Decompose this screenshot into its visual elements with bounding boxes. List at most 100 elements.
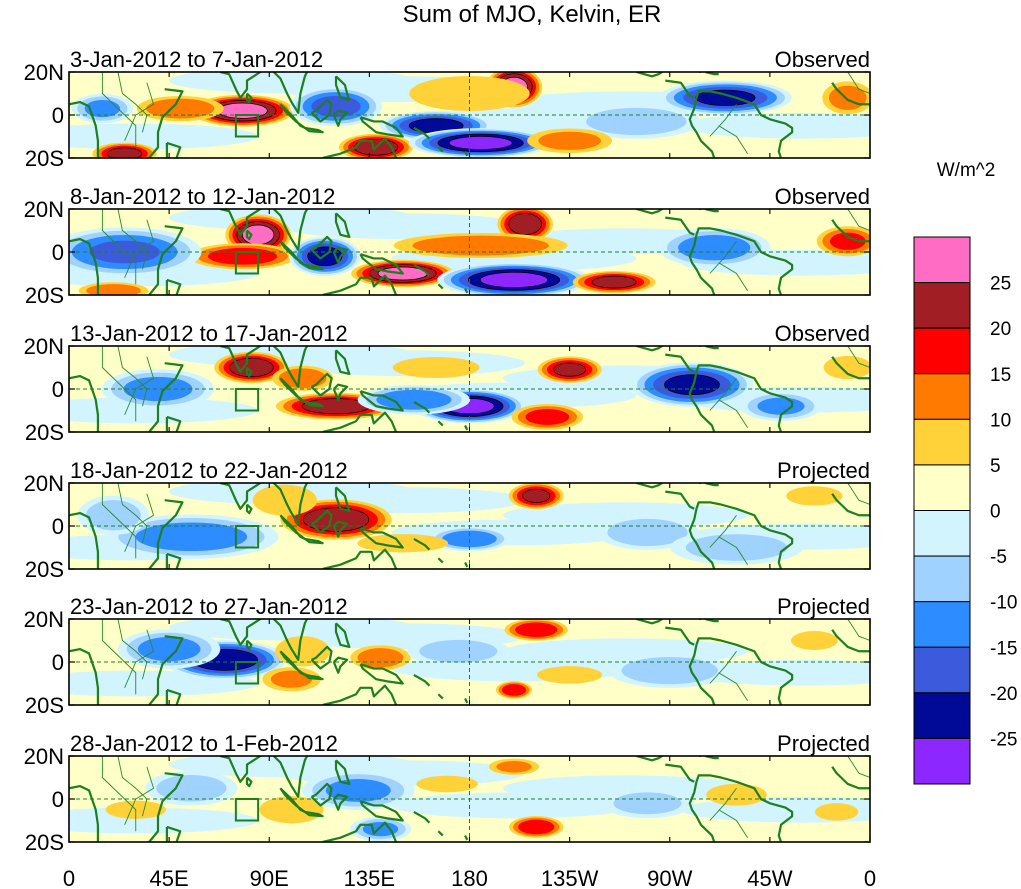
coastline [245, 229, 253, 241]
panel-date-range: 18-Jan-2012 to 22-Jan-2012 [70, 458, 348, 483]
colorbar-tick-label: 10 [990, 410, 1011, 431]
colorbar-tick-label: 20 [990, 319, 1011, 340]
coastline [322, 684, 398, 705]
anomaly-contour [553, 362, 586, 377]
anomaly-contour [508, 213, 542, 235]
coastline [165, 415, 182, 432]
country-border [117, 756, 148, 817]
panel-date-range: 28-Jan-2012 to 1-Feb-2012 [70, 731, 338, 756]
coastline [831, 629, 870, 653]
country-border [847, 209, 870, 231]
country-border [117, 619, 148, 680]
coastline [322, 821, 398, 842]
colorbar: W/m^2 25 20 15 10 5 0 -5 -10 -15 -20 -25 [913, 160, 1017, 785]
coastline [322, 274, 398, 295]
panel: 20N 0 20S 3-Jan-2012 to 7-Jan-2012 Observed [24, 47, 871, 171]
coastline [636, 619, 664, 625]
weak-anomaly [69, 397, 259, 424]
weak-anomaly [69, 123, 259, 150]
coastline [665, 763, 695, 783]
coastline [665, 490, 695, 510]
country-border [117, 72, 148, 133]
coastline [304, 673, 324, 681]
coastline [413, 400, 431, 414]
coastline [272, 209, 309, 251]
panel-date-range: 3-Jan-2012 to 7-Jan-2012 [70, 47, 323, 72]
coastline [359, 390, 404, 412]
coastline [359, 253, 404, 275]
anomaly-contour [814, 803, 859, 821]
anomaly-contour [448, 136, 513, 150]
anomaly-contour [518, 819, 555, 835]
anomaly-contour [416, 775, 478, 793]
anomaly-contour [515, 622, 558, 638]
country-border [124, 82, 155, 141]
coastlines [69, 619, 870, 705]
x-tick-label: 0 [63, 866, 75, 889]
coastline [148, 225, 184, 295]
y-tick-label: 0 [52, 377, 64, 402]
coastline [332, 109, 349, 127]
anomaly-contour [537, 666, 603, 684]
anomaly-contour [392, 357, 480, 378]
coastline [69, 784, 100, 842]
coastline [636, 209, 664, 215]
colorbar-swatch [913, 555, 971, 603]
coastline [636, 483, 664, 489]
anomaly-contour [790, 631, 838, 650]
country-border [847, 346, 870, 368]
x-tick-label: 45E [150, 866, 189, 889]
panel-status: Projected [777, 731, 870, 756]
country-border [117, 209, 148, 270]
x-tick-label: 135E [344, 866, 395, 889]
anomaly-contour [107, 147, 143, 158]
anomaly-contour [706, 783, 767, 806]
coastline [413, 810, 431, 824]
coastline [831, 766, 870, 790]
coastline [437, 557, 444, 564]
anomaly-contour [442, 530, 497, 548]
coastline [220, 346, 264, 373]
x-tick-label: 135W [541, 866, 599, 889]
anomaly-contour [135, 522, 248, 552]
colorbar-tick-label: -10 [990, 593, 1017, 614]
coastline [332, 656, 349, 674]
coastline [695, 227, 794, 295]
coastline [695, 774, 794, 842]
anomaly-contour [270, 670, 313, 688]
anomaly-contour [621, 657, 718, 685]
anomaly-contour [522, 488, 551, 503]
coastline [165, 825, 182, 842]
panel: 20N 0 20S 28-Jan-2012 to 1-Feb-2012 Projecte… [24, 731, 871, 855]
coastline [304, 126, 324, 134]
y-tick-label: 0 [52, 240, 64, 265]
anomaly-contour [829, 232, 866, 250]
coastline [310, 509, 333, 534]
country-border [117, 483, 148, 544]
colorbar-swatch [913, 373, 971, 420]
country-border [718, 262, 749, 291]
coastline [245, 92, 253, 104]
colorbar-tick-label: -25 [990, 729, 1017, 750]
colorbar-tick-label: 5 [990, 456, 1001, 477]
coastline [464, 288, 469, 294]
anomaly-contour [207, 247, 278, 265]
country-border [709, 103, 737, 137]
y-tick-label: 20N [24, 471, 64, 496]
country-border [124, 766, 155, 825]
coastline [413, 537, 431, 551]
y-tick-label: 20S [25, 830, 64, 855]
y-tick-label: 0 [52, 787, 64, 812]
anomaly-contour [357, 534, 449, 553]
colorbar-units-label: W/m^2 [937, 160, 996, 181]
anomaly-contour [525, 409, 570, 425]
coastline [245, 503, 253, 515]
coastline [437, 420, 444, 427]
colorbar-tick-label: -20 [990, 684, 1017, 705]
colorbar-swatch [913, 692, 971, 739]
country-border [709, 377, 737, 411]
country-border [847, 619, 870, 641]
coastline [148, 88, 184, 158]
panel: 20N 0 20S 8-Jan-2012 to 12-Jan-2012 Observed [24, 184, 871, 308]
anomaly-contour [86, 284, 141, 295]
